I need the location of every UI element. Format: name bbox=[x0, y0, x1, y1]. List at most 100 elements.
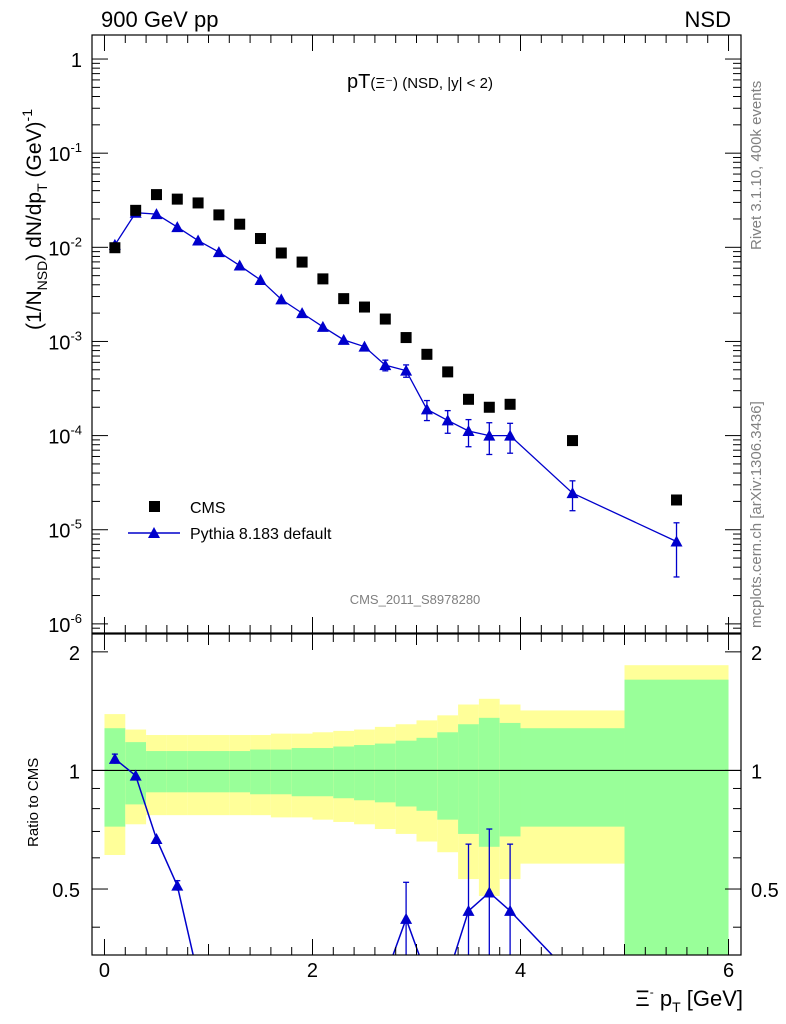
pythia-point bbox=[483, 429, 496, 441]
rivet-version-label: Rivet 3.1.10, 400k events bbox=[748, 81, 765, 250]
main-y-tick-label: 10-2 bbox=[48, 234, 82, 260]
ratio-band-inner bbox=[166, 751, 188, 793]
pythia-line bbox=[114, 212, 677, 543]
ratio-band-inner bbox=[146, 751, 167, 793]
ratio-pythia-point bbox=[129, 769, 142, 781]
pythia-point bbox=[212, 246, 225, 258]
ratio-pythia-point bbox=[504, 904, 517, 916]
ratio-pythia-point bbox=[171, 879, 184, 891]
pythia-point bbox=[296, 307, 309, 319]
ratio-band-inner bbox=[395, 740, 417, 807]
ratio-panel: 0.5 0.5 1 1 2 2 0 2 4 6 Ratio to CMS Ξ- pT [GeV] bbox=[25, 633, 779, 1015]
plot-title: pT(Ξ⁻) (NSD, |y| < 2) bbox=[347, 71, 493, 93]
ratio-band-inner bbox=[624, 679, 729, 955]
pythia-point bbox=[171, 221, 184, 233]
pythia-point bbox=[150, 208, 163, 220]
legend-marker-pythia bbox=[148, 527, 160, 538]
ratio-y-tick-label-left: 1 bbox=[69, 761, 80, 783]
cms-point bbox=[254, 233, 266, 245]
main-y-tick-label-exp: -4 bbox=[70, 423, 82, 438]
main-y-tick-label-base: 10 bbox=[48, 615, 70, 637]
main-y-axis-label: (1/NNSD) dN/dpT (GeV)-1 bbox=[19, 109, 50, 330]
ratio-band-inner bbox=[499, 722, 521, 837]
ratio-band-inner bbox=[416, 737, 438, 811]
ratio-band-inner bbox=[333, 746, 355, 799]
ratio-pythia-point bbox=[462, 904, 475, 916]
mcplots-label: mcplots.cern.ch [arXiv:1306.3436] bbox=[748, 401, 765, 628]
ratio-band-inner bbox=[208, 751, 230, 793]
cms-point bbox=[483, 401, 495, 413]
main-y-tick-label: 10-3 bbox=[48, 328, 82, 354]
cms-point bbox=[504, 398, 516, 410]
pythia-point bbox=[462, 424, 475, 436]
ratio-band-inner bbox=[187, 751, 209, 793]
ratio-pythia-line bbox=[176, 885, 194, 955]
ratio-band-inner bbox=[270, 749, 292, 795]
cms-point bbox=[379, 313, 391, 325]
cms-point bbox=[421, 348, 433, 360]
main-y-tick-label-base: 10 bbox=[48, 521, 70, 543]
main-y-tick-label-base: 10 bbox=[48, 332, 70, 354]
main-y-tick-label-exp: -2 bbox=[70, 234, 82, 249]
pythia-point bbox=[420, 403, 433, 415]
analysis-watermark: CMS_2011_S8978280 bbox=[350, 592, 481, 607]
main-y-tick-label: 10-5 bbox=[48, 517, 82, 543]
cms-point bbox=[150, 189, 162, 201]
cms-point bbox=[192, 197, 204, 209]
pythia-point bbox=[316, 320, 329, 332]
main-y-tick-label: 10-4 bbox=[48, 423, 82, 449]
ratio-band-inner bbox=[291, 748, 313, 797]
pythia-point bbox=[192, 234, 205, 246]
pythia-point bbox=[233, 259, 246, 271]
legend-marker-cms bbox=[149, 501, 160, 512]
ratio-y-tick-label-left: 0.5 bbox=[52, 880, 80, 902]
ratio-band-inner bbox=[520, 728, 625, 827]
ratio-band-inner bbox=[458, 724, 479, 834]
header-energy-label: 900 GeV pp bbox=[101, 7, 218, 32]
ratio-y-tick-label-left: 2 bbox=[69, 643, 80, 665]
main-y-tick-label: 10-6 bbox=[48, 611, 82, 637]
main-y-tick-label-exp: -1 bbox=[70, 140, 82, 155]
cms-point bbox=[296, 256, 308, 268]
cms-point bbox=[338, 293, 350, 305]
ratio-band-inner bbox=[229, 751, 251, 793]
main-panel: 10-610-510-410-310-210-11 pT(Ξ⁻) (NSD, |… bbox=[19, 34, 742, 637]
ratio-band-inner bbox=[354, 745, 375, 801]
pythia-point bbox=[670, 535, 683, 547]
main-y-tick-label-exp: -3 bbox=[70, 328, 82, 343]
main-frame bbox=[91, 34, 742, 634]
pythia-point bbox=[566, 487, 579, 499]
pythia-point bbox=[275, 293, 288, 305]
pythia-point bbox=[337, 333, 350, 345]
cms-point bbox=[463, 393, 475, 405]
ratio-pythia-point bbox=[400, 912, 413, 924]
main-y-tick-label-base: 10 bbox=[48, 238, 70, 260]
main-y-tick-label-base: 10 bbox=[48, 427, 70, 449]
cms-point bbox=[213, 209, 225, 221]
pythia-point bbox=[504, 429, 517, 441]
ratio-band-inner bbox=[250, 749, 271, 795]
cms-point bbox=[275, 247, 287, 259]
main-y-tick-label-exp: -5 bbox=[70, 517, 82, 532]
pythia-point bbox=[400, 364, 413, 376]
pythia-point bbox=[358, 340, 371, 352]
ratio-pythia-point bbox=[150, 832, 163, 844]
x-axis-label: Ξ- pT [GeV] bbox=[635, 985, 743, 1015]
cms-point bbox=[400, 332, 412, 344]
cms-point bbox=[671, 494, 683, 506]
ratio-y-tick-label-right: 2 bbox=[751, 643, 762, 665]
cms-point bbox=[130, 204, 142, 216]
cms-point bbox=[567, 435, 579, 447]
cms-point bbox=[109, 242, 121, 254]
legend-label-cms: CMS bbox=[190, 500, 226, 517]
ratio-band-inner bbox=[312, 748, 334, 797]
plot-title-cut: (NSD, |y| < 2) bbox=[398, 75, 493, 92]
cms-point bbox=[317, 273, 329, 285]
pythia-point bbox=[254, 273, 267, 285]
ratio-band-inner bbox=[104, 728, 126, 827]
header-process-label: NSD bbox=[685, 7, 731, 32]
legend-label-pythia: Pythia 8.183 default bbox=[190, 526, 332, 543]
plot-title-particle: (Ξ⁻) bbox=[370, 75, 398, 92]
pythia-point bbox=[441, 414, 454, 426]
